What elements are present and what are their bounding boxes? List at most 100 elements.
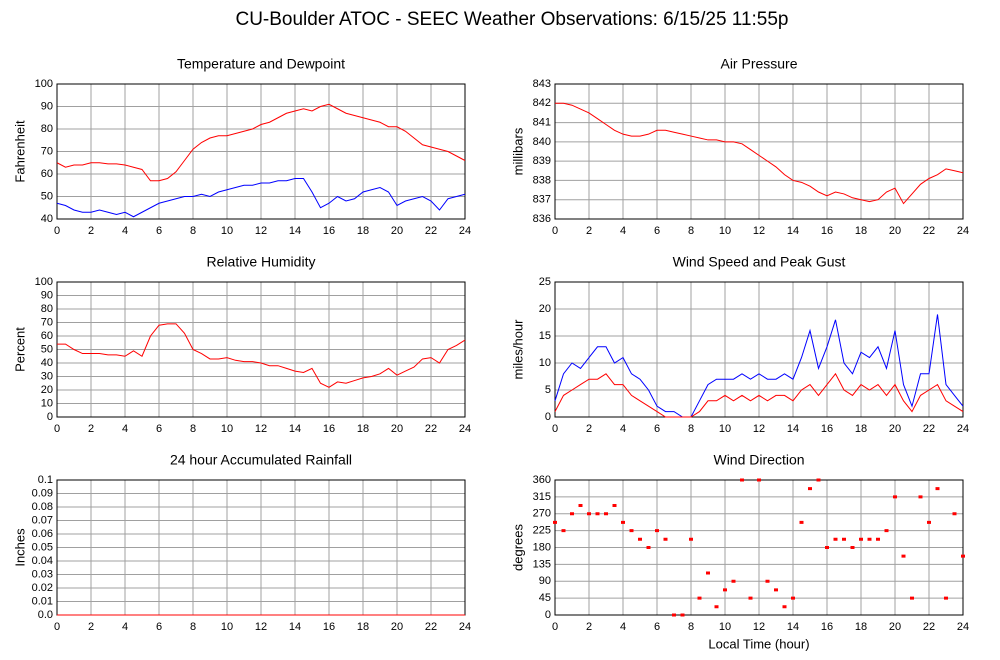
point bbox=[629, 529, 634, 533]
x-tick-label: 0 bbox=[552, 621, 558, 633]
x-tick-label: 14 bbox=[787, 621, 799, 633]
y-axis-label: millibars bbox=[510, 127, 525, 175]
plot-frame bbox=[554, 83, 964, 220]
x-tick-label: 16 bbox=[821, 225, 833, 237]
x-tick-label: 20 bbox=[391, 621, 403, 633]
y-tick-label: 0.02 bbox=[32, 582, 53, 594]
y-tick-label: 0.08 bbox=[32, 501, 53, 513]
x-tick-label: 6 bbox=[654, 225, 660, 237]
x-tick-label: 2 bbox=[88, 423, 94, 435]
x-tick-label: 18 bbox=[855, 423, 867, 435]
y-axis-label: miles/hour bbox=[510, 319, 525, 380]
x-axis-label: Local Time (hour) bbox=[708, 636, 809, 651]
y-tick-label: 60 bbox=[41, 168, 53, 180]
series-line bbox=[555, 102, 964, 205]
x-tick-label: 16 bbox=[323, 225, 335, 237]
point bbox=[697, 596, 702, 600]
panel-title: Air Pressure bbox=[720, 56, 797, 72]
y-tick-label: 180 bbox=[533, 541, 551, 553]
x-tick-label: 4 bbox=[620, 621, 626, 633]
point bbox=[604, 512, 608, 516]
x-tick-label: 8 bbox=[688, 621, 694, 633]
point bbox=[672, 613, 676, 617]
x-tick-label: 12 bbox=[753, 423, 765, 435]
point bbox=[706, 571, 710, 575]
point bbox=[587, 512, 591, 516]
x-tick-label: 14 bbox=[289, 621, 301, 633]
y-tick-label: 100 bbox=[35, 276, 53, 288]
x-tick-label: 24 bbox=[459, 423, 471, 435]
y-tick-label: 270 bbox=[533, 508, 551, 520]
y-tick-label: 838 bbox=[533, 174, 551, 186]
point bbox=[561, 529, 566, 533]
x-tick-label: 24 bbox=[957, 621, 969, 633]
y-tick-label: 315 bbox=[533, 491, 551, 503]
y-tick-label: 840 bbox=[533, 136, 551, 148]
y-tick-label: 10 bbox=[539, 357, 551, 369]
x-tick-label: 0 bbox=[54, 423, 60, 435]
point bbox=[740, 478, 744, 482]
point bbox=[689, 537, 693, 541]
y-axis-label: degrees bbox=[510, 524, 525, 571]
y-tick-label: 100 bbox=[35, 78, 53, 90]
x-tick-label: 18 bbox=[357, 423, 369, 435]
x-tick-label: 0 bbox=[552, 225, 558, 237]
point bbox=[782, 605, 787, 609]
y-tick-label: 843 bbox=[533, 78, 551, 90]
x-tick-label: 24 bbox=[459, 621, 471, 633]
y-tick-label: 0.05 bbox=[32, 541, 53, 553]
y-tick-label: 40 bbox=[41, 357, 53, 369]
y-axis-label: Fahrenheit bbox=[12, 120, 27, 183]
y-tick-label: 20 bbox=[41, 384, 53, 396]
x-tick-label: 2 bbox=[88, 621, 94, 633]
panel-title: Temperature and Dewpoint bbox=[177, 56, 345, 72]
point bbox=[655, 529, 659, 533]
point bbox=[765, 579, 770, 583]
y-tick-label: 841 bbox=[533, 116, 551, 128]
y-tick-label: 0.07 bbox=[32, 514, 53, 526]
point bbox=[867, 537, 872, 541]
x-tick-label: 20 bbox=[889, 225, 901, 237]
x-tick-label: 24 bbox=[459, 225, 471, 237]
point bbox=[748, 596, 753, 600]
point bbox=[578, 504, 583, 507]
y-tick-label: 70 bbox=[41, 316, 53, 328]
point bbox=[774, 588, 778, 592]
series-line bbox=[554, 372, 964, 418]
point bbox=[927, 520, 931, 524]
x-tick-label: 4 bbox=[122, 423, 128, 435]
x-tick-label: 4 bbox=[620, 423, 626, 435]
y-tick-label: 60 bbox=[41, 330, 53, 342]
point bbox=[910, 596, 914, 600]
y-tick-label: 50 bbox=[41, 190, 53, 202]
plot-frame bbox=[56, 281, 466, 418]
x-tick-label: 12 bbox=[255, 621, 267, 633]
x-tick-label: 2 bbox=[586, 423, 592, 435]
point bbox=[731, 579, 736, 583]
x-tick-label: 8 bbox=[190, 423, 196, 435]
y-tick-label: 225 bbox=[533, 525, 551, 537]
y-axis-label: Inches bbox=[12, 528, 27, 567]
point bbox=[825, 546, 829, 549]
x-tick-label: 6 bbox=[156, 225, 162, 237]
x-tick-label: 16 bbox=[323, 621, 335, 633]
y-tick-label: 837 bbox=[533, 194, 551, 206]
x-tick-label: 4 bbox=[122, 621, 128, 633]
y-axis-label: Percent bbox=[12, 327, 27, 372]
x-tick-label: 6 bbox=[654, 423, 660, 435]
x-tick-label: 0 bbox=[552, 423, 558, 435]
x-tick-label: 22 bbox=[923, 621, 935, 633]
x-tick-label: 24 bbox=[957, 225, 969, 237]
point bbox=[944, 596, 948, 600]
y-tick-label: 90 bbox=[41, 289, 53, 301]
y-tick-label: 50 bbox=[41, 343, 53, 355]
x-tick-label: 12 bbox=[753, 621, 765, 633]
y-tick-label: 90 bbox=[539, 575, 551, 587]
point bbox=[833, 537, 838, 541]
panel-title: Wind Speed and Peak Gust bbox=[673, 254, 846, 270]
x-tick-label: 18 bbox=[855, 621, 867, 633]
x-tick-label: 18 bbox=[357, 225, 369, 237]
x-tick-label: 16 bbox=[821, 423, 833, 435]
x-tick-label: 2 bbox=[586, 621, 592, 633]
